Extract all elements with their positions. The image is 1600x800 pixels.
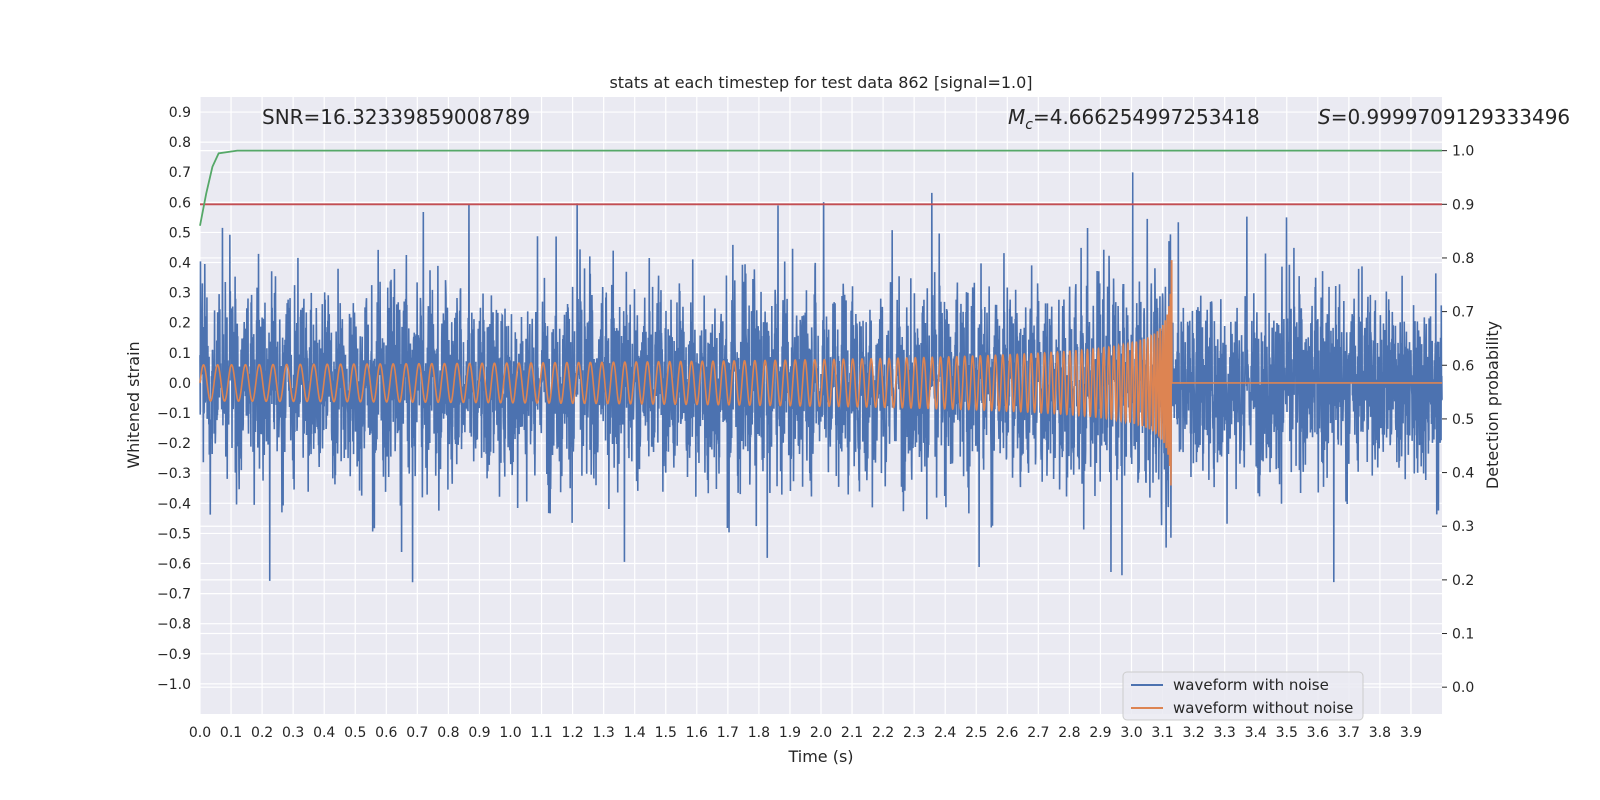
y-tick-label: 0.2: [169, 316, 191, 332]
x-tick-label: 0.0: [189, 725, 211, 741]
x-tick-label: 3.6: [1307, 725, 1329, 741]
y-tick-label: −1.0: [157, 677, 191, 693]
y-tick-label: −0.9: [157, 647, 191, 663]
y-tick-label: 0.6: [169, 195, 191, 211]
x-tick-label: 2.9: [1089, 725, 1111, 741]
y2-tick-label: 0.7: [1452, 305, 1474, 321]
y-tick-label: 0.8: [169, 135, 191, 151]
chirp-mass-symbol: M: [1008, 105, 1025, 129]
x-tick-label: 2.0: [810, 725, 832, 741]
s-annotation: S=0.9999709129333496: [1318, 105, 1570, 129]
x-tick-label: 1.9: [779, 725, 801, 741]
y-tick-label: 0.1: [169, 346, 191, 362]
y-tick-label: 0.5: [169, 225, 191, 241]
y-tick-label: −0.6: [157, 557, 191, 573]
x-tick-label: 1.4: [624, 725, 646, 741]
y-tick-label: 0.3: [169, 286, 191, 302]
x-tick-label: 3.1: [1151, 725, 1173, 741]
legend: waveform with noise waveform without noi…: [1122, 671, 1364, 721]
x-tick-label: 1.1: [530, 725, 552, 741]
y-tick-label: −0.4: [157, 496, 191, 512]
x-tick-label: 3.9: [1400, 725, 1422, 741]
y2-tick-label: 0.6: [1452, 358, 1474, 374]
y2-tick-label: 0.9: [1452, 197, 1474, 213]
x-tick-label: 2.8: [1058, 725, 1080, 741]
x-tick-label: 3.0: [1120, 725, 1142, 741]
x-tick-label: 3.3: [1214, 725, 1236, 741]
chirp-mass-value: =4.666254997253418: [1033, 105, 1260, 129]
legend-box: [1122, 671, 1364, 721]
snr-annotation: SNR=16.32339859008789: [262, 105, 530, 129]
y-tick-label: −0.8: [157, 617, 191, 633]
x-tick-label: 0.7: [406, 725, 428, 741]
y-tick-label: −0.2: [157, 436, 191, 452]
y-tick-label: −0.1: [157, 406, 191, 422]
x-tick-label: 0.4: [313, 725, 335, 741]
y-axis-label: Whitened strain: [124, 341, 143, 468]
y2-tick-label: 1.0: [1452, 144, 1474, 160]
y2-tick-label: 0.1: [1452, 627, 1474, 643]
x-tick-label: 1.2: [561, 725, 583, 741]
x-tick-label: 1.5: [655, 725, 677, 741]
x-tick-label: 0.6: [375, 725, 397, 741]
x-tick-label: 0.5: [344, 725, 366, 741]
x-tick-label: 1.3: [593, 725, 615, 741]
x-tick-label: 3.5: [1276, 725, 1298, 741]
y-tick-label: −0.5: [157, 526, 191, 542]
y-tick-label: 0.9: [169, 105, 191, 121]
s-symbol: S: [1318, 105, 1331, 129]
ticks: 0.0 0.1 0.2 0.3 0.4 0.5 0.6 0.7 0.8 0.9 1.0 1.1 1.2 1…: [157, 105, 1474, 741]
x-tick-label: 1.0: [499, 725, 521, 741]
y-tick-label: 0.7: [169, 165, 191, 181]
legend-label-clean: waveform without noise: [1173, 699, 1353, 717]
x-tick-label: 0.9: [468, 725, 490, 741]
x-tick-label: 1.7: [717, 725, 739, 741]
chirp-mass-subscript: c: [1025, 117, 1033, 133]
y2-tick-label: 0.0: [1452, 680, 1474, 696]
y2-tick-label: 0.2: [1452, 573, 1474, 589]
s-value: =0.9999709129333496: [1331, 105, 1570, 129]
y-tick-label: 0.4: [169, 256, 191, 272]
y-tick-label: −0.3: [157, 466, 191, 482]
y2-tick-label: 0.3: [1452, 519, 1474, 535]
series-waveform-with-noise: [199, 172, 1443, 583]
x-tick-label: 2.3: [903, 725, 925, 741]
y2-tick-label: 0.5: [1452, 412, 1474, 428]
x-tick-label: 0.3: [282, 725, 304, 741]
x-tick-label: 3.2: [1182, 725, 1204, 741]
y-tick-label: −0.7: [157, 587, 191, 603]
x-tick-label: 1.6: [686, 725, 708, 741]
y-tick-label: 0.0: [169, 376, 191, 392]
x-tick-label: 3.4: [1245, 725, 1267, 741]
x-tick-label: 2.6: [996, 725, 1018, 741]
x-tick-label: 0.2: [251, 725, 273, 741]
x-tick-label: 0.8: [437, 725, 459, 741]
legend-label-noise: waveform with noise: [1173, 676, 1329, 694]
chart-title: stats at each timestep for test data 862…: [609, 73, 1032, 92]
x-tick-label: 3.8: [1369, 725, 1391, 741]
x-tick-label: 2.1: [841, 725, 863, 741]
x-tick-label: 2.5: [965, 725, 987, 741]
x-tick-label: 2.4: [934, 725, 956, 741]
x-axis-label: Time (s): [787, 747, 853, 766]
y2-tick-label: 0.8: [1452, 251, 1474, 267]
series-detection-probability: [199, 149, 1442, 226]
y2-axis-label: Detection probability: [1483, 321, 1502, 489]
chirp-mass-annotation: Mc=4.666254997253418: [1008, 105, 1260, 133]
x-tick-label: 3.7: [1338, 725, 1360, 741]
y2-tick-label: 0.4: [1452, 466, 1474, 482]
x-tick-label: 1.8: [748, 725, 770, 741]
x-tick-label: 2.2: [872, 725, 894, 741]
data-layer: [199, 149, 1443, 583]
x-tick-label: 2.7: [1027, 725, 1049, 741]
series-waveform-without-noise: [199, 260, 1442, 486]
x-tick-label: 0.1: [220, 725, 242, 741]
